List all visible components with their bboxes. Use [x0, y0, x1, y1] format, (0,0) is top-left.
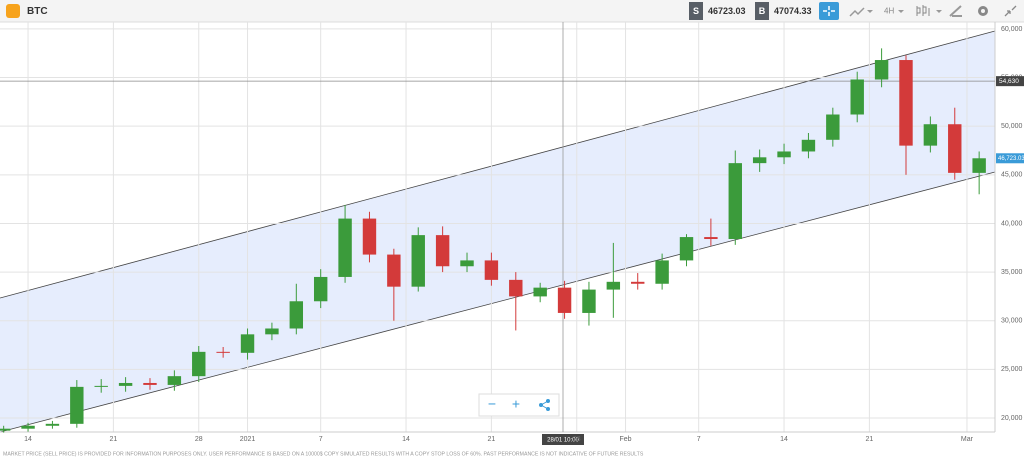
candle-body: [533, 287, 547, 297]
crosshair-button[interactable]: [819, 2, 839, 20]
y-tick-label: 35,000: [1001, 269, 1023, 276]
channel-lower: [0, 171, 996, 433]
x-tick-label: 7: [319, 436, 323, 443]
x-tick-label: Mar: [961, 436, 974, 443]
candle-body: [557, 287, 572, 313]
dropdown-arrow: [867, 10, 873, 13]
x-tick-label: 21: [488, 436, 496, 443]
candle-body: [631, 281, 645, 284]
x-tick-label: 14: [402, 436, 410, 443]
candle-body: [484, 260, 499, 280]
y-tick-label: 50,000: [1001, 123, 1023, 130]
share-dot: [539, 403, 543, 407]
candle-body: [167, 376, 182, 385]
x-tick-label: 28: [573, 436, 581, 443]
candle-body: [338, 218, 352, 277]
candle-body: [509, 279, 523, 297]
candle-body: [899, 60, 913, 146]
candle-body: [972, 158, 986, 173]
y-tick-label: 20,000: [1001, 415, 1023, 422]
price-line-label-box: [996, 76, 1024, 87]
candle-body: [826, 114, 840, 140]
candle-body: [387, 254, 401, 287]
candle-body: [240, 334, 255, 353]
channel-fill: [0, 31, 995, 432]
indicators-icon[interactable]: [916, 5, 930, 16]
candle-body: [777, 151, 791, 158]
y-tick-label: 60,000: [1001, 26, 1023, 33]
sell-tag: S: [693, 6, 699, 16]
x-tick-label: 21: [110, 436, 118, 443]
y-tick-label: 25,000: [1001, 366, 1023, 373]
candle-body: [923, 124, 938, 146]
candle-body: [45, 423, 60, 426]
candle-body: [21, 425, 35, 429]
zoom-out[interactable]: −: [488, 396, 496, 412]
chart-type-icon[interactable]: [849, 7, 865, 17]
candle-body: [850, 79, 864, 115]
candle-body: [411, 235, 425, 287]
candle-body: [313, 276, 328, 302]
buy-price: 47074.33: [774, 6, 812, 16]
zoom-in[interactable]: +: [512, 396, 520, 412]
crosshair-icon: [823, 6, 835, 16]
x-tick-label: 28: [195, 436, 203, 443]
candle-body: [606, 281, 621, 290]
settings-icon-hole: [981, 9, 985, 13]
x-tick-label: 14: [24, 436, 32, 443]
y-tick-label: 30,000: [1001, 318, 1023, 325]
candle-body: [143, 382, 157, 385]
symbol: BTC: [27, 6, 48, 17]
candle-body: [948, 124, 962, 173]
channel-upper: [0, 30, 996, 299]
candle-body: [460, 260, 474, 267]
x-tick-label: 2021: [240, 436, 256, 443]
candle-body: [216, 351, 230, 353]
candle-body: [192, 351, 206, 377]
collapse-icon[interactable]: [1004, 5, 1017, 17]
candle-body: [265, 328, 279, 335]
buy-tag-box[interactable]: [755, 2, 769, 20]
sell-tag-box[interactable]: [689, 2, 703, 20]
candle-body: [435, 235, 450, 267]
dropdown-arrow: [936, 10, 942, 13]
price-line-label: 54,630: [999, 78, 1019, 85]
last-price-box: [996, 153, 1024, 164]
draw-icon[interactable]: [949, 5, 962, 17]
candle-body: [874, 60, 889, 80]
x-tick-label: Feb: [620, 436, 632, 443]
y-tick-label: 40,000: [1001, 220, 1023, 227]
candle-body: [362, 218, 377, 255]
x-tick-label: 7: [697, 436, 701, 443]
candle-body: [94, 385, 108, 387]
candle-body: [289, 301, 304, 329]
candle-body: [118, 382, 133, 386]
share-dot: [546, 399, 550, 403]
x-tick-label: 21: [866, 436, 874, 443]
disclaimer: MARKET PRICE (SELL PRICE) IS PROVIDED FO…: [3, 451, 644, 457]
crosshair-label-box: [542, 434, 584, 445]
share-dot: [546, 407, 550, 411]
candle-body: [582, 289, 596, 313]
coin-icon: [6, 4, 20, 18]
x-tick-label: 14: [780, 436, 788, 443]
candle-body: [728, 163, 742, 240]
candle-body: [679, 237, 694, 261]
candle-body: [70, 386, 84, 424]
candle-body: [801, 139, 816, 152]
y-tick-label: 45,000: [1001, 172, 1023, 179]
candle-body: [704, 237, 718, 240]
last-price-label: 46,723.03: [998, 156, 1024, 162]
sell-price: 46723.03: [708, 6, 746, 16]
interval[interactable]: 4H: [884, 7, 894, 16]
candle-body: [655, 260, 669, 284]
dropdown-arrow: [898, 10, 904, 13]
zoom-controls: [478, 393, 560, 417]
candle-body: [752, 157, 767, 164]
crosshair-label: 28/01 10:00: [547, 438, 579, 444]
candle-body: [0, 428, 11, 431]
buy-tag: B: [759, 6, 766, 16]
